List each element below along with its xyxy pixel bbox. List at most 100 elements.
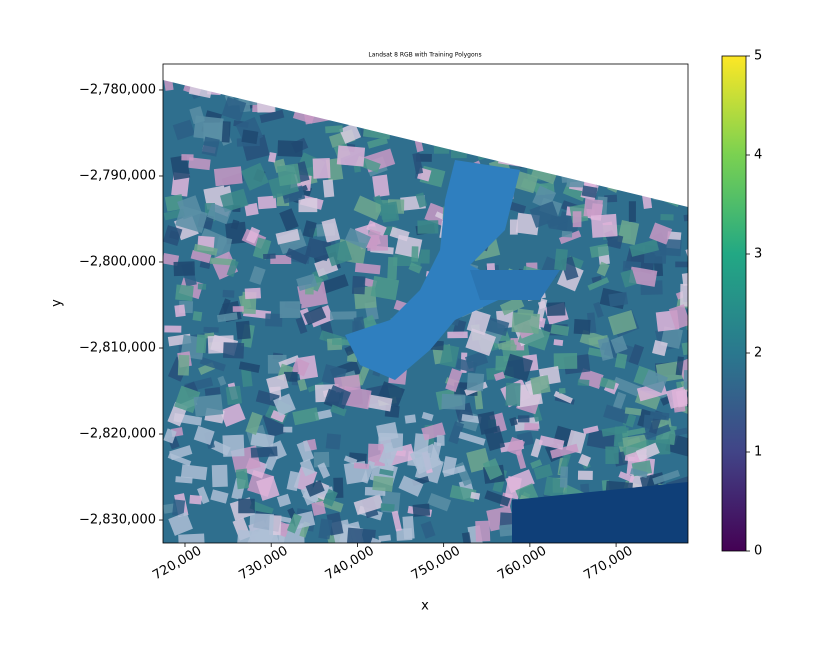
image-patch <box>193 243 218 256</box>
image-patch <box>195 334 207 354</box>
image-patch <box>170 155 191 181</box>
image-patch <box>379 468 394 477</box>
image-patch <box>367 234 389 251</box>
image-patch <box>265 313 283 327</box>
image-patch <box>455 358 478 374</box>
image-patch <box>250 446 278 458</box>
image-patch <box>317 462 331 479</box>
image-patch <box>291 357 310 377</box>
image-patch <box>245 411 263 435</box>
image-patch <box>660 213 674 221</box>
image-patch <box>675 261 688 268</box>
image-patch <box>414 456 424 471</box>
image-patch <box>255 389 280 407</box>
image-patch <box>675 356 684 376</box>
image-patch <box>210 489 229 504</box>
image-patch <box>259 109 285 124</box>
image-patch <box>256 475 280 501</box>
image-patch <box>477 411 498 435</box>
image-patch <box>599 377 617 390</box>
image-patch <box>505 469 535 494</box>
image-patch <box>305 237 332 262</box>
image-patch <box>178 533 205 543</box>
image-patch <box>553 352 578 370</box>
image-patch <box>470 491 481 500</box>
image-patch <box>269 440 287 460</box>
image-patch <box>674 427 688 436</box>
image-patch <box>249 500 274 517</box>
image-patch <box>666 386 688 409</box>
image-patch <box>415 192 428 208</box>
image-patch <box>222 434 245 457</box>
image-patch <box>687 203 688 221</box>
lake-arm <box>470 270 560 300</box>
image-patch <box>642 369 668 394</box>
image-patch <box>683 214 688 222</box>
image-patch <box>402 516 415 540</box>
dark-scene <box>512 482 688 543</box>
image-patch <box>538 435 565 450</box>
image-patch <box>391 510 402 532</box>
y-tick-label: −2,800,000 <box>79 254 156 269</box>
image-patch <box>612 391 627 411</box>
image-patch <box>322 179 335 198</box>
image-patch <box>475 520 491 542</box>
image-patch <box>263 253 276 260</box>
image-patch <box>412 152 424 175</box>
y-tick-label: −2,830,000 <box>79 513 156 528</box>
image-patch <box>189 106 205 125</box>
image-patch <box>321 218 341 243</box>
image-patch <box>164 325 182 333</box>
image-patch <box>221 96 247 122</box>
image-patch <box>275 228 300 245</box>
image-patch <box>546 214 568 228</box>
image-patch <box>427 493 452 512</box>
image-patch <box>376 421 399 442</box>
y-tick-label: −2,790,000 <box>79 168 156 183</box>
image-patch <box>167 452 192 467</box>
image-patch <box>292 407 320 426</box>
image-patch <box>283 426 293 433</box>
image-patch <box>511 312 540 334</box>
image-patch <box>361 460 376 484</box>
image-patch <box>336 145 366 167</box>
image-patch <box>581 185 598 198</box>
image-patch <box>250 431 275 449</box>
image-patch <box>605 446 619 464</box>
image-patch <box>192 311 203 322</box>
image-patch <box>175 476 193 484</box>
image-patch <box>558 388 566 394</box>
image-patch <box>465 328 497 356</box>
image-patch <box>620 269 637 288</box>
image-patch <box>436 435 445 446</box>
image-patch <box>314 409 333 421</box>
image-patch <box>343 455 358 465</box>
image-patch <box>285 248 310 265</box>
image-patch <box>201 136 220 157</box>
image-patch <box>353 195 384 221</box>
lake <box>345 160 520 380</box>
image-patch <box>175 205 208 234</box>
colorbar-tick-label: 4 <box>754 148 762 163</box>
image-patch <box>238 498 255 514</box>
image-patch <box>482 458 503 481</box>
image-patch <box>596 261 610 277</box>
no-data <box>163 64 688 207</box>
image-patch <box>354 262 381 275</box>
image-patch <box>553 339 564 346</box>
image-patch <box>353 494 384 516</box>
image-patch <box>303 306 327 326</box>
image-patch <box>652 469 681 485</box>
image-patch <box>225 221 247 245</box>
image-patch <box>244 202 259 217</box>
image-patch <box>621 427 646 438</box>
image-patch <box>325 385 351 410</box>
image-patch <box>610 335 628 354</box>
y-tick-label: −2,810,000 <box>79 341 156 356</box>
x-tick-label: 740,000 <box>323 544 377 584</box>
image-patch <box>279 208 299 232</box>
image-patch <box>311 500 326 516</box>
image-patch <box>353 164 362 173</box>
image-patch <box>372 475 394 492</box>
